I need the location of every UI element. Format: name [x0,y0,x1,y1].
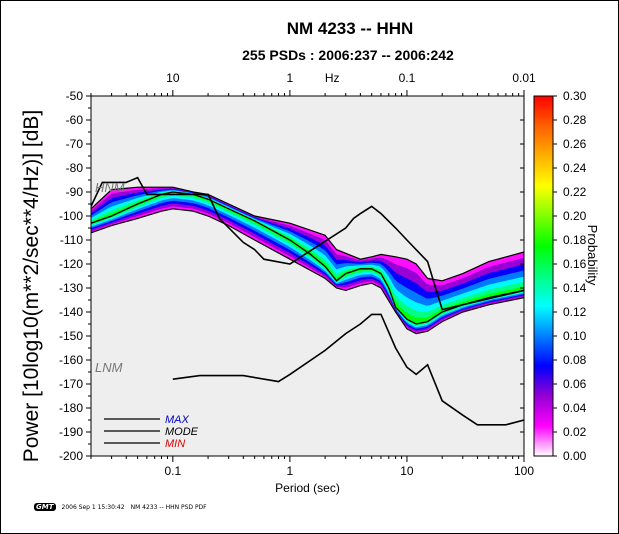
colorbar-tick-label: 0.22 [563,185,587,199]
series-line-mode [91,191,524,325]
series-line-min [91,208,524,335]
x-tick-label: 0.1 [164,464,181,478]
chart-subtitle: 255 PSDs : 2006:237 -- 2006:242 [242,47,454,63]
colorbar-tick-label: 0.02 [563,425,587,439]
legend-label-min: MIN [165,438,185,450]
colorbar-tick-label: 0.12 [563,305,587,319]
hnm-label: HNM [95,180,125,195]
y-axis-label: Power [10log10(m**2/sec**4/Hz)] [dB] [20,110,43,463]
y-tick-label: -130 [59,281,83,295]
colorbar-tick-label: 0.20 [563,209,587,223]
top-tick-label: 0.1 [399,71,416,85]
x-tick-label: 1 [287,464,294,478]
x-tick-label: 100 [514,464,534,478]
x-axis-label: Period (sec) [275,481,340,495]
y-tick-label: -100 [59,209,83,223]
colorbar-tick-label: 0.30 [563,89,587,103]
top-tick-label: 1 [287,71,294,85]
plot-background [91,96,524,456]
colorbar-tick-label: 0.08 [563,353,587,367]
colorbar-tick-label: 0.28 [563,113,587,127]
pdf-band-3 [91,189,524,329]
legend-label-max: MAX [165,414,190,426]
footer: GMT 2006 Sep 1 15:30:42 NM 4233 -- HHN P… [34,503,207,511]
colorbar-tick-label: 0.16 [563,257,587,271]
colorbar [533,95,554,457]
x-tick-label: 10 [400,464,414,478]
y-tick-label: -80 [66,161,84,175]
colorbar-tick-label: 0.18 [563,233,587,247]
y-tick-label: -200 [59,449,83,463]
series-line-hnm [91,176,524,311]
colorbar-tick-label: 0.00 [563,449,587,463]
y-tick-label: -140 [59,305,83,319]
gmt-badge: GMT [34,503,56,511]
y-tick-label: -180 [59,401,83,415]
y-tick-label: -60 [66,113,84,127]
colorbar-label: Probability [585,225,600,286]
y-tick-label: -110 [60,233,83,247]
top-tick-label: 0.01 [512,71,536,85]
y-tick-label: -90 [66,185,84,199]
top-tick-label: 10 [166,71,180,85]
y-tick-label: -160 [59,353,83,367]
top-axis-unit: Hz [325,71,340,85]
lnm-label: LNM [95,360,123,375]
colorbar-tick-label: 0.24 [563,161,587,175]
footer-timestamp: 2006 Sep 1 15:30:42 [61,503,125,511]
colorbar-tick-label: 0.06 [563,377,587,391]
colorbar-tick-label: 0.04 [563,401,587,415]
y-tick-label: -120 [59,257,83,271]
y-tick-label: -50 [66,89,84,103]
colorbar-tick-label: 0.14 [563,281,587,295]
series-line-lnm [172,313,524,426]
y-tick-label: -70 [66,137,84,151]
colorbar-tick-label: 0.26 [563,137,587,151]
colorbar-tick-label: 0.10 [563,329,587,343]
chart-title: NM 4233 -- HHN [287,19,414,38]
legend-label-mode: MODE [165,426,199,438]
footer-caption: NM 4233 -- HHN PSD PDF [130,503,207,511]
y-tick-label: -190 [59,425,83,439]
y-tick-label: -150 [59,329,83,343]
y-tick-label: -170 [59,377,83,391]
